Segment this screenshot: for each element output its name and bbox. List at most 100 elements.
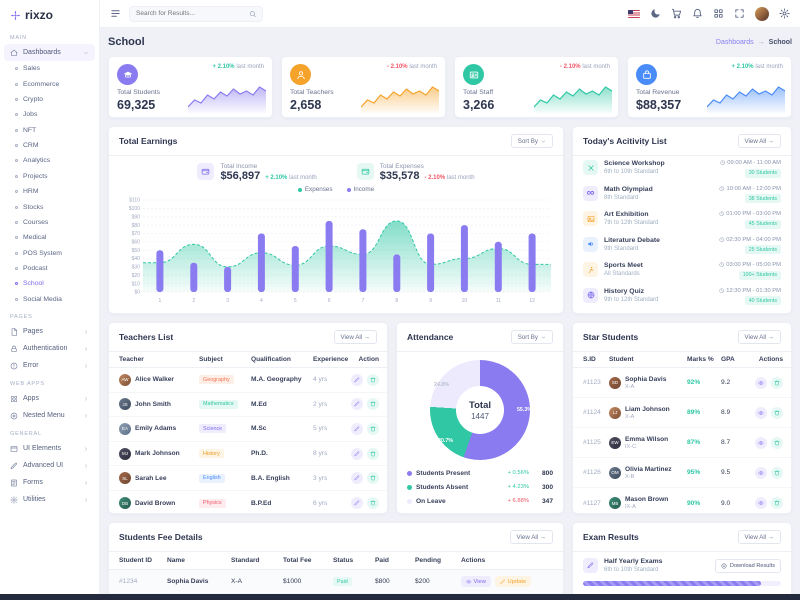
search-box[interactable] (129, 5, 263, 22)
delete-button[interactable] (771, 436, 783, 449)
student-row: #1127 MB Mason Brown IX-A 90% 9.0 (573, 488, 791, 513)
sidebar-item-nft[interactable]: NFT (0, 123, 99, 138)
view-button[interactable] (755, 466, 767, 479)
delete-button[interactable] (367, 472, 379, 485)
sort-by-button[interactable]: Sort By (510, 330, 553, 344)
view-button[interactable] (755, 376, 767, 389)
search-input[interactable] (136, 10, 245, 17)
sidebar-item-courses[interactable]: Courses (0, 215, 99, 230)
sidebar-item-crm[interactable]: CRM (0, 138, 99, 153)
notifications-icon[interactable] (692, 8, 703, 19)
sidebar-item-dashboards[interactable]: Dashboards (4, 44, 95, 61)
sidebar-item-pos-system[interactable]: POS System (0, 246, 99, 261)
edit-button[interactable] (351, 422, 363, 435)
view-button[interactable]: View (461, 576, 491, 587)
svg-text:4: 4 (260, 298, 263, 304)
sidebar-item-forms[interactable]: Forms (0, 474, 99, 491)
pencil-icon (354, 401, 360, 407)
svg-text:$0: $0 (134, 290, 140, 296)
user-avatar[interactable] (755, 6, 769, 21)
sidebar-item-school[interactable]: School (0, 276, 99, 291)
apps-grid-icon[interactable] (713, 8, 724, 19)
view-all-button[interactable]: View All → (333, 330, 377, 344)
view-all-button[interactable]: View All → (737, 134, 781, 148)
delete-button[interactable] (367, 373, 379, 386)
sidebar-item-apps[interactable]: Apps (0, 390, 99, 407)
sidebar-item-analytics[interactable]: Analytics (0, 153, 99, 168)
activity-item[interactable]: Science Workshop 6th to 10th Standard 09:… (573, 156, 791, 182)
sidebar-item-jobs[interactable]: Jobs (0, 107, 99, 122)
column-header: Student (609, 356, 634, 363)
activity-item[interactable]: ∞ Math Olympiad 8th Standard 10:00 AM - 1… (573, 182, 791, 208)
view-button[interactable] (755, 406, 767, 419)
sidebar-item-label: Dashboards (23, 49, 61, 56)
menu-toggle-icon[interactable] (110, 8, 121, 19)
view-all-button[interactable]: View All → (737, 530, 781, 544)
language-flag-icon[interactable] (628, 9, 640, 18)
edit-button[interactable] (351, 398, 363, 411)
delete-button[interactable] (367, 422, 379, 435)
sidebar-item-podcast[interactable]: Podcast (0, 261, 99, 276)
delete-button[interactable] (771, 406, 783, 419)
view-button[interactable] (755, 436, 767, 449)
dark-mode-icon[interactable] (650, 8, 661, 19)
view-button[interactable] (755, 497, 767, 509)
activity-item[interactable]: Literature Debate 9th Standard 02:30 PM -… (573, 233, 791, 259)
delete-button[interactable] (771, 466, 783, 479)
sidebar-item-ecommerce[interactable]: Ecommerce (0, 76, 99, 91)
revenue-sparkline (707, 86, 785, 113)
total-income-summary: Total Income $56,897 + 2.10% last month (197, 163, 317, 182)
edit-button[interactable] (351, 472, 363, 485)
sidebar-item-crypto[interactable]: Crypto (0, 92, 99, 107)
clock-icon (719, 262, 725, 268)
sidebar-item-nested-menu[interactable]: Nested Menu (0, 407, 99, 424)
sidebar-item-pages[interactable]: Pages (0, 323, 99, 340)
legend-dot (407, 498, 412, 504)
view-all-button[interactable]: View All → (737, 330, 781, 344)
sidebar-item-error[interactable]: Error (0, 357, 99, 374)
search-icon[interactable] (249, 10, 256, 18)
pencil-icon (354, 475, 360, 481)
edit-button[interactable] (351, 497, 363, 510)
fullscreen-icon[interactable] (734, 8, 745, 19)
legend-label: Expenses (304, 186, 333, 193)
sidebar-item-label: UI Elements (23, 445, 62, 452)
sort-by-button[interactable]: Sort By (510, 134, 553, 148)
sidebar-item-authentication[interactable]: Authentication (0, 340, 99, 357)
sidebar-item-hrm[interactable]: HRM (0, 184, 99, 199)
breadcrumb-parent[interactable]: Dashboards (715, 38, 754, 46)
cart-icon[interactable] (671, 8, 682, 19)
delete-button[interactable] (771, 497, 783, 509)
activity-item[interactable]: History Quiz 9th to 12th Standard 12:30 P… (573, 284, 791, 310)
edit-button[interactable] (351, 447, 363, 460)
delete-button[interactable] (367, 497, 379, 510)
trash-icon (370, 500, 376, 506)
settings-icon[interactable] (779, 8, 790, 19)
brand-logo[interactable]: rixzo (0, 0, 99, 28)
stat-value: 3,266 (463, 98, 495, 112)
sidebar-item-utilities[interactable]: Utilities (0, 491, 99, 508)
eye-icon (758, 410, 764, 416)
sidebar-item-medical[interactable]: Medical (0, 230, 99, 245)
activity-item[interactable]: Art Exhibition 7th to 12th Standard 01:00… (573, 207, 791, 233)
sidebar-item-label: Analytics (23, 157, 51, 165)
sidebar-item-social-media[interactable]: Social Media (0, 292, 99, 307)
delete-button[interactable] (771, 376, 783, 389)
view-all-button[interactable]: View All → (509, 530, 553, 544)
delete-button[interactable] (367, 398, 379, 411)
activity-item[interactable]: Sports Meet All Standards 03:00 PM - 05:0… (573, 258, 791, 284)
sidebar-item-ui-elements[interactable]: UI Elements (0, 440, 99, 457)
edit-button[interactable] (351, 373, 363, 386)
sidebar-item-projects[interactable]: Projects (0, 169, 99, 184)
subject-badge: English (199, 473, 225, 483)
sidebar-item-stocks[interactable]: Stocks (0, 199, 99, 214)
sidebar-item-sales[interactable]: Sales (0, 61, 99, 76)
svg-text:$40: $40 (132, 256, 141, 262)
sidebar-item-advanced-ui[interactable]: Advanced UI (0, 457, 99, 474)
download-results-button[interactable]: Download Results (714, 558, 781, 573)
delete-button[interactable] (367, 447, 379, 460)
students-count-badge: 38 Students (744, 194, 781, 203)
expenses-value: $35,578 (379, 170, 420, 182)
update-button[interactable]: Update (494, 576, 532, 587)
